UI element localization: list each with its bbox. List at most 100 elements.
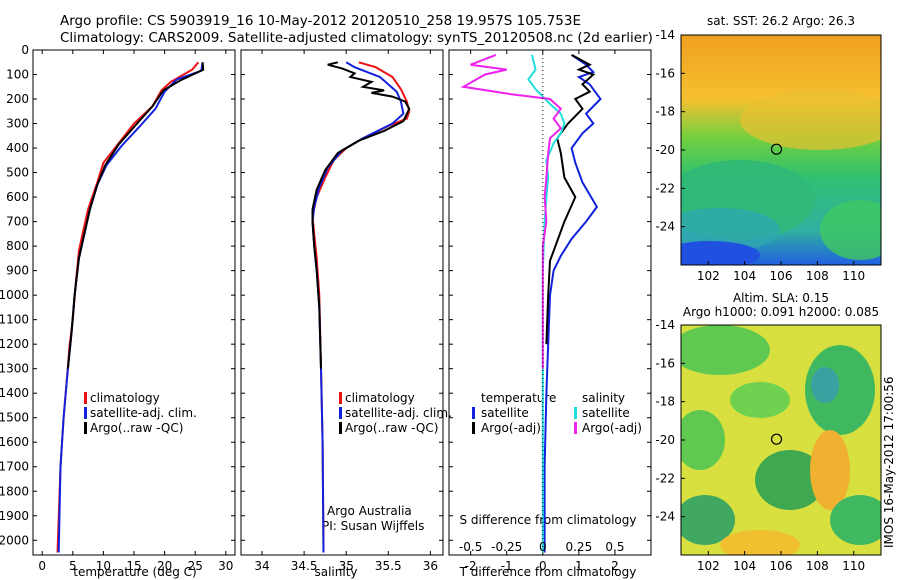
y-tick-label: 1500 [0, 411, 29, 425]
map-x-tick-label: 102 [697, 269, 720, 283]
y-tick-label: 1600 [0, 435, 29, 449]
pi-note: PI: Susan Wijffels [322, 519, 424, 533]
x-tick-label: -2 [465, 559, 477, 573]
x-tick-label: 5 [69, 559, 77, 573]
profile-title: Argo profile: CS 5903919_16 10-May-2012 … [60, 13, 581, 29]
series-climatology [56, 61, 200, 553]
sla-title-2: Argo h1000: 0.091 h2000: 0.085 [683, 305, 879, 319]
diff-legend-sal-argo: Argo(-adj) [582, 421, 642, 435]
x-tick-label: 15 [126, 559, 141, 573]
sal-legend-argo: Argo(..raw -QC) [345, 421, 438, 435]
s-tick-label: 0.5 [605, 540, 624, 554]
map-y-tick-label: -24 [655, 510, 675, 524]
diff-legend-temperature: temperature [481, 391, 556, 405]
y-tick-label: 1200 [0, 337, 29, 351]
temp-legend-sat: satellite-adj. clim. [90, 406, 197, 420]
map-y-tick-label: -18 [655, 395, 675, 409]
map-y-tick-label: -22 [655, 471, 675, 485]
sla-title-1: Altim. SLA: 0.15 [733, 291, 829, 305]
s-tick-label: -0.25 [491, 540, 522, 554]
y-tick-label: 1900 [0, 509, 29, 523]
s-tick-label: 0.25 [565, 540, 592, 554]
x-tick-label: 20 [157, 559, 172, 573]
x-tick-label: 0 [539, 559, 547, 573]
series-satellite-adj-clim- [57, 62, 204, 553]
sst-map-image [681, 35, 881, 265]
y-tick-label: 1300 [0, 362, 29, 376]
diff-legend-sal-argo-swatch [574, 422, 577, 434]
argo-position-marker [770, 143, 783, 155]
series-climatology [311, 61, 411, 553]
temp-legend-clim: climatology [90, 391, 160, 405]
map-y-tick-label: -14 [655, 318, 675, 332]
series-temperature-argo [545, 54, 596, 345]
x-tick-label: 1 [575, 559, 583, 573]
sst-title: sat. SST: 26.2 Argo: 26.3 [707, 14, 855, 28]
diff-legend-sal-sat: satellite [582, 406, 630, 420]
y-tick-label: 1100 [0, 313, 29, 327]
sal-xlabel: salinity [314, 565, 357, 579]
s-diff-label: S difference from climatology [460, 513, 637, 527]
x-tick-label: 34 [254, 559, 269, 573]
map-x-tick-label: 110 [842, 559, 865, 573]
map-y-tick-label: -20 [655, 433, 675, 447]
map-x-tick-label: 106 [770, 269, 793, 283]
y-tick-label: 1400 [0, 386, 29, 400]
map-y-tick-label: -22 [655, 181, 675, 195]
map-y-tick-label: -16 [655, 66, 675, 80]
map-x-tick-label: 110 [842, 269, 865, 283]
temp-legend-clim-swatch [84, 392, 87, 404]
temp-legend-argo-swatch [84, 422, 87, 434]
y-tick-label: 800 [6, 239, 29, 253]
x-tick-label: 30 [218, 559, 233, 573]
s-tick-label: -0.5 [459, 540, 482, 554]
panel-frame-difference [448, 49, 652, 556]
x-tick-label: 36 [423, 559, 438, 573]
climatology-title: Climatology: CARS2009. Satellite-adjuste… [60, 30, 653, 46]
series-argo-raw-qc- [311, 61, 411, 369]
diff-legend-temp-sat-swatch [472, 407, 475, 419]
map-x-tick-label: 108 [806, 269, 829, 283]
map-y-tick-label: -14 [655, 28, 675, 42]
series-satellite-adj-clim- [311, 61, 405, 553]
map-x-tick-label: 108 [806, 559, 829, 573]
map-x-tick-label: 104 [733, 559, 756, 573]
map-y-tick-label: -16 [655, 356, 675, 370]
series-temperature-satellite [543, 54, 602, 553]
map-y-tick-label: -18 [655, 105, 675, 119]
sal-legend-sat-swatch [339, 407, 342, 419]
map-y-tick-label: -20 [655, 143, 675, 157]
temp-legend-sat-swatch [84, 407, 87, 419]
x-tick-label: 34.5 [291, 559, 318, 573]
y-tick-label: 0 [21, 43, 29, 57]
sal-legend-sat: satellite-adj. clim. [345, 406, 452, 420]
x-tick-label: 0 [38, 559, 46, 573]
diff-legend-salinity: salinity [582, 391, 625, 405]
y-tick-label: 400 [6, 141, 29, 155]
map-x-tick-label: 104 [733, 269, 756, 283]
map-y-tick-label: -24 [655, 220, 675, 234]
y-tick-label: 200 [6, 92, 29, 106]
x-tick-label: 25 [188, 559, 203, 573]
diff-xlabel: T difference from climatology [459, 565, 637, 579]
y-tick-label: 500 [6, 166, 29, 180]
y-tick-label: 1700 [0, 460, 29, 474]
temp-legend-argo: Argo(..raw -QC) [90, 421, 183, 435]
sal-legend-clim: climatology [345, 391, 415, 405]
y-tick-label: 700 [6, 215, 29, 229]
x-tick-label: 35 [339, 559, 354, 573]
diff-legend-temp-sat: satellite [481, 406, 529, 420]
y-tick-label: 100 [6, 68, 29, 82]
argo-australia-note: Argo Australia [327, 504, 412, 518]
temp-xlabel: temperature (deg C) [73, 565, 196, 579]
argo-position-marker [770, 433, 783, 445]
y-tick-label: 1800 [0, 484, 29, 498]
imos-timestamp: IMOS 16-May-2012 17:00:56 [882, 376, 896, 548]
y-tick-label: 300 [6, 117, 29, 131]
panel-frame-salinity [240, 49, 444, 556]
sal-legend-argo-swatch [339, 422, 342, 434]
map-x-tick-label: 102 [697, 559, 720, 573]
s-tick-label: 0 [539, 540, 547, 554]
y-tick-label: 900 [6, 264, 29, 278]
